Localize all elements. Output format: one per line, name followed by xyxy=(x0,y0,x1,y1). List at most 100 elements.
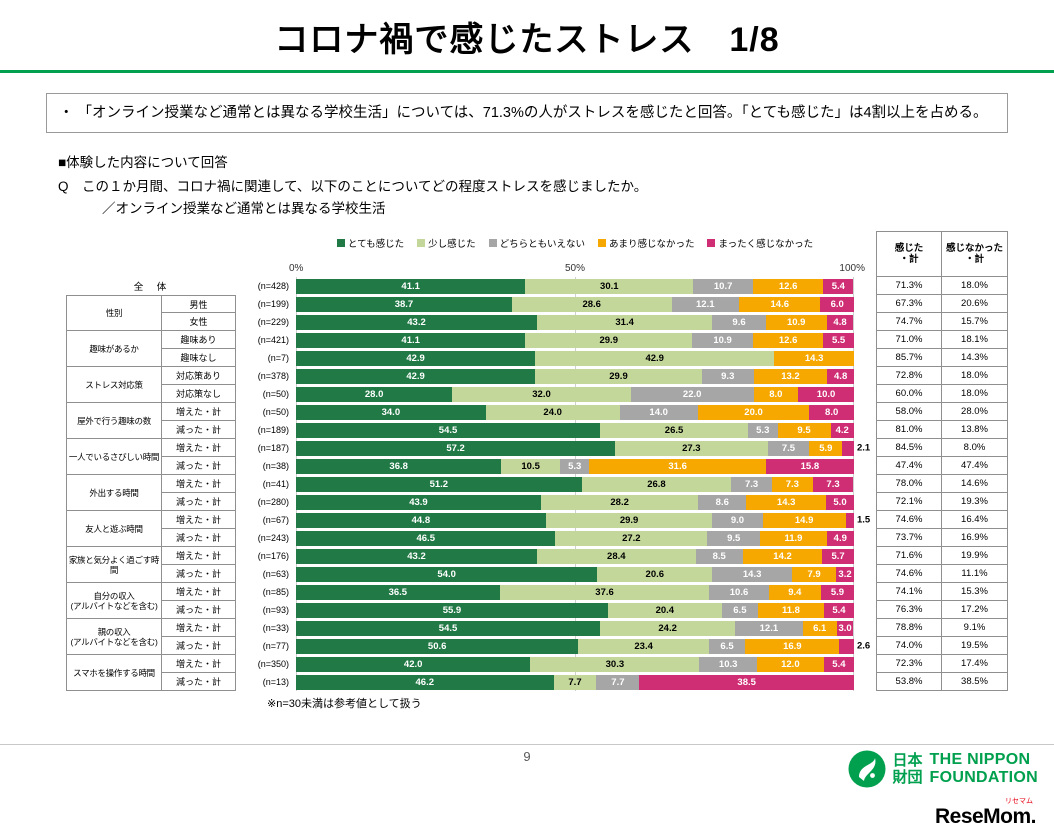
bar-segment: 54.0 xyxy=(296,566,598,582)
bar-value-label: 9.5 xyxy=(797,424,811,436)
bar-segment: 10.9 xyxy=(692,332,753,348)
bar-segment: 46.5 xyxy=(296,530,556,546)
bar-segment: 14.6 xyxy=(739,296,821,312)
felt-total-cell: 67.3% xyxy=(876,295,942,314)
n-label: (n=229) xyxy=(257,317,289,328)
sub-label-cell: 増えた・計 xyxy=(162,655,236,674)
bar-segment: 15.8 xyxy=(765,458,854,474)
bar-value-label: 7.3 xyxy=(826,478,840,490)
bar-segment: 32.0 xyxy=(452,386,631,402)
bar-value-label: 10.5 xyxy=(521,460,540,472)
bar-segment: 4.9 xyxy=(826,530,854,546)
felt-total-cell: 74.6% xyxy=(876,511,942,530)
bar-value-label: 10.9 xyxy=(713,334,732,346)
bar-row: 43.2 31.4 9.6 10.9 4.8 xyxy=(296,313,854,331)
bar-row: 38.7 28.6 12.1 14.6 6.0 xyxy=(296,295,854,313)
felt-total-cell: 71.6% xyxy=(876,547,942,566)
bar-value-label: 31.4 xyxy=(615,316,634,328)
bar-value-label: 6.5 xyxy=(720,640,734,652)
bar-value-label: 36.8 xyxy=(389,460,408,472)
bar-value-label: 14.6 xyxy=(770,298,790,310)
bar-segment: 7.3 xyxy=(771,476,813,492)
sub-label-cell: 女性 xyxy=(162,313,236,332)
bar-value-label: 54.5 xyxy=(438,424,458,436)
legend-item: あまり感じなかった xyxy=(597,236,694,250)
sub-label-cell: 増えた・計 xyxy=(162,511,236,530)
bar-segment: 5.7 xyxy=(822,548,854,564)
summary-text: 「オンライン授業など通常とは異なる学校生活」については、71.3%の人がストレス… xyxy=(77,105,988,121)
bar-segment: 10.0 xyxy=(798,386,854,402)
bar-value-label: 7.3 xyxy=(785,478,799,490)
felt-total-cell: 85.7% xyxy=(876,349,942,368)
bar-segment: 4.8 xyxy=(826,314,854,330)
bar-segment: 8.0 xyxy=(809,404,854,420)
bar-segment: 12.1 xyxy=(671,296,740,312)
bar-segment: 38.5 xyxy=(639,674,854,690)
bar-value-label: 57.2 xyxy=(446,442,465,454)
bar-segment: 14.3 xyxy=(774,350,854,366)
bar-segment: 24.0 xyxy=(485,404,620,420)
bar-row: 36.5 37.6 10.6 9.4 5.9 xyxy=(296,583,854,601)
bar-segment: 9.3 xyxy=(701,368,754,384)
bar-value-label: 46.2 xyxy=(415,676,435,688)
bar-segment: 14.2 xyxy=(742,548,823,564)
bar-segment: 29.9 xyxy=(545,512,713,528)
group-label-cell: 趣味があるか xyxy=(66,331,162,368)
bar-segment: 5.4 xyxy=(823,602,854,618)
bar-segment: 7.7 xyxy=(596,674,640,690)
nippon-foundation-mark-icon xyxy=(848,750,886,788)
bar-value-label: 7.3 xyxy=(744,478,759,490)
bar-segment: 10.9 xyxy=(765,314,827,330)
bar-value-label: 2.6 xyxy=(857,640,871,652)
stacked-bar-chart: 全 体 (n=428) 性別 男性 (n=199) 女性 (n=229) 趣味があるか 趣味あり… xyxy=(66,231,1008,692)
legend-swatch-icon xyxy=(336,239,345,248)
legend-swatch-icon xyxy=(488,239,497,248)
n-label: (n=421) xyxy=(257,335,289,346)
bar-value-label: 30.1 xyxy=(600,280,619,292)
notfelt-total-cell: 18.0% xyxy=(942,385,1008,404)
notfelt-total-cell: 16.9% xyxy=(942,529,1008,548)
bar-segment: 23.4 xyxy=(578,638,709,654)
bar-value-label: 6.1 xyxy=(813,622,827,634)
bar-value-label: 7.5 xyxy=(781,442,796,454)
group-label-cell: スマホを操作する時間 xyxy=(66,655,162,692)
felt-total-cell: 74.0% xyxy=(876,637,942,656)
bar-value-label: 5.4 xyxy=(831,280,845,292)
bar-value-label: 42.9 xyxy=(406,352,425,364)
bar-segment: 5.0 xyxy=(826,494,854,510)
n-label: (n=280) xyxy=(257,497,289,508)
group-label-cell: 一人でいるさびしい時間 xyxy=(66,439,162,476)
bar-row: 41.1 29.9 10.9 12.6 5.5 xyxy=(296,331,854,349)
notfelt-total-cell: 9.1% xyxy=(942,619,1008,638)
n-label: (n=33) xyxy=(262,623,289,634)
bar-segment: 10.5 xyxy=(501,458,560,474)
page-number: 9 xyxy=(523,749,531,764)
title-divider xyxy=(0,70,1054,73)
bar-value-label: 11.8 xyxy=(781,604,800,616)
bar-value-label: 10.0 xyxy=(816,388,836,400)
section-heading: ■体験した内容について回答 xyxy=(58,155,228,171)
bar-segment: 9.0 xyxy=(712,512,763,528)
bar-segment: 14.9 xyxy=(762,512,846,528)
bar-value-label: 28.0 xyxy=(364,388,384,400)
sub-label-cell: 増えた・計 xyxy=(162,583,236,602)
bar-value-label: 7.9 xyxy=(807,568,821,580)
bar-segment: 28.2 xyxy=(540,494,699,510)
felt-total-cell: 72.8% xyxy=(876,367,942,386)
bar-value-label: 12.6 xyxy=(778,280,798,292)
bar-segment: 8.0 xyxy=(753,386,799,402)
bar-row: 44.8 29.9 9.0 14.9 1.5 xyxy=(296,511,870,529)
bar-row: 51.2 26.8 7.3 7.3 7.3 xyxy=(296,475,854,493)
bar-segment: 12.1 xyxy=(735,620,803,636)
bar-value-label: 12.0 xyxy=(781,658,800,670)
bar-value-label: 10.6 xyxy=(729,586,749,598)
bar-value-label: 26.8 xyxy=(647,478,666,490)
bar-value-label: 42.9 xyxy=(645,352,664,364)
bar-segment: 54.5 xyxy=(296,422,601,438)
bar-segment: 20.6 xyxy=(597,566,713,582)
bar-value-label: 5.9 xyxy=(830,586,845,598)
bar-value-label: 7.7 xyxy=(568,676,582,688)
bar-segment: 43.9 xyxy=(296,494,541,510)
bar-segment: 54.5 xyxy=(296,620,601,636)
legend-item: まったく感じなかった xyxy=(707,236,813,250)
